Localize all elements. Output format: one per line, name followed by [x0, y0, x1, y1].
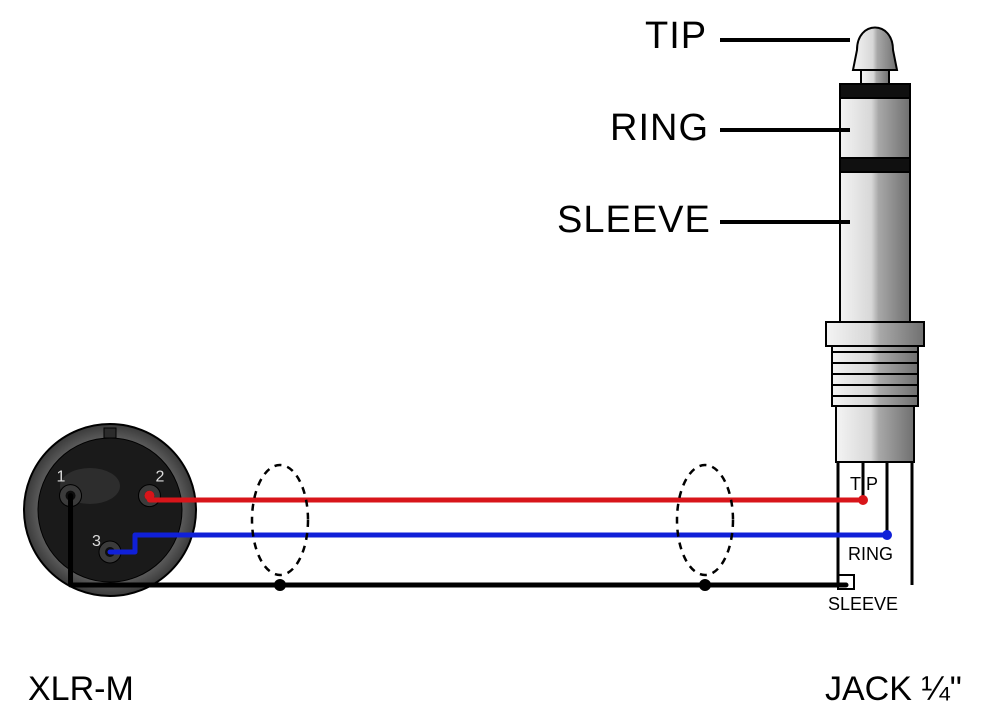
- xlr-pin-label: 1: [57, 469, 66, 486]
- trs-part-label: TIP: [645, 15, 707, 57]
- trs-terminal-label: SLEEVE: [828, 594, 898, 614]
- shield-oval: [252, 465, 308, 575]
- wire-cold: [110, 535, 887, 552]
- xlr-pin-label: 2: [155, 469, 164, 486]
- shield-join-dot: [699, 579, 711, 591]
- trs-connector: [826, 28, 924, 590]
- solder-dot: [144, 491, 154, 501]
- trs-terminal-label: TIP: [850, 474, 878, 494]
- wire-hot: [149, 496, 863, 500]
- trs-part-label: RING: [610, 107, 709, 149]
- trs-part-label: SLEEVE: [557, 199, 711, 241]
- xlr-label: XLR-M: [28, 670, 134, 708]
- solder-dot: [858, 495, 868, 505]
- jack-label: JACK ¼": [825, 670, 962, 708]
- xlr-connector: [24, 424, 196, 596]
- xlr-pin-label: 3: [92, 533, 101, 550]
- shield-oval: [677, 465, 733, 575]
- shield-join-dot: [274, 579, 286, 591]
- trs-terminal-label: RING: [848, 544, 893, 564]
- solder-dot: [882, 530, 892, 540]
